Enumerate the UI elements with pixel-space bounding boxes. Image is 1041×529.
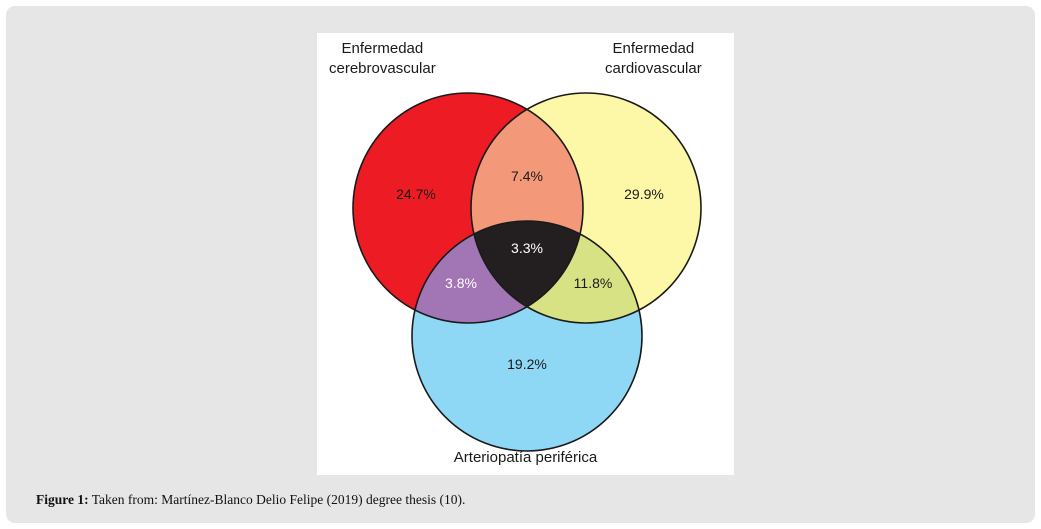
venn-diagram: Enfermedad cerebrovascular Enfermedad ca… — [317, 33, 734, 475]
circle-outlines — [352, 92, 702, 452]
set-label-arterio-text: Arteriopatía periférica — [453, 449, 598, 466]
figure-caption: Figure 1: Taken from: Martínez-Blanco De… — [36, 492, 465, 508]
venn-svg: 24.7% 29.9% 19.2% 7.4% 3.8% 11.8% 3.3% — [352, 92, 702, 452]
value-cerebro-only: 24.7% — [396, 186, 436, 202]
set-label-cardio-line1: Enfermedad — [612, 40, 695, 57]
set-label-cardiovascular: Enfermedad cardiovascular — [605, 39, 702, 79]
figure-panel: Enfermedad cerebrovascular Enfermedad ca… — [6, 6, 1035, 523]
value-cerebro-cardio: 7.4% — [511, 168, 543, 184]
caption-label: Figure 1: — [36, 492, 89, 507]
value-cardio-arterio: 11.8% — [574, 275, 613, 291]
set-label-cardio-line2: cardiovascular — [605, 60, 702, 77]
value-arterio-only: 19.2% — [507, 356, 547, 372]
set-label-cerebro-line2: cerebrovascular — [329, 60, 436, 77]
outline-arterio — [411, 220, 643, 452]
set-label-cerebrovascular: Enfermedad cerebrovascular — [329, 39, 436, 79]
region-cardio-arterio — [471, 221, 642, 323]
value-cerebro-arterio: 3.8% — [445, 275, 477, 291]
outline-cardio — [470, 92, 702, 324]
caption-text: Taken from: Martínez-Blanco Delio Felipe… — [88, 492, 466, 507]
value-all-three: 3.3% — [511, 240, 543, 256]
region-cerebro-arterio — [412, 221, 583, 323]
value-cardio-only: 29.9% — [624, 186, 664, 202]
outline-cerebro — [352, 92, 584, 324]
set-label-arteriopatia: Arteriopatía periférica — [317, 448, 734, 468]
set-label-cerebro-line1: Enfermedad — [341, 40, 424, 57]
